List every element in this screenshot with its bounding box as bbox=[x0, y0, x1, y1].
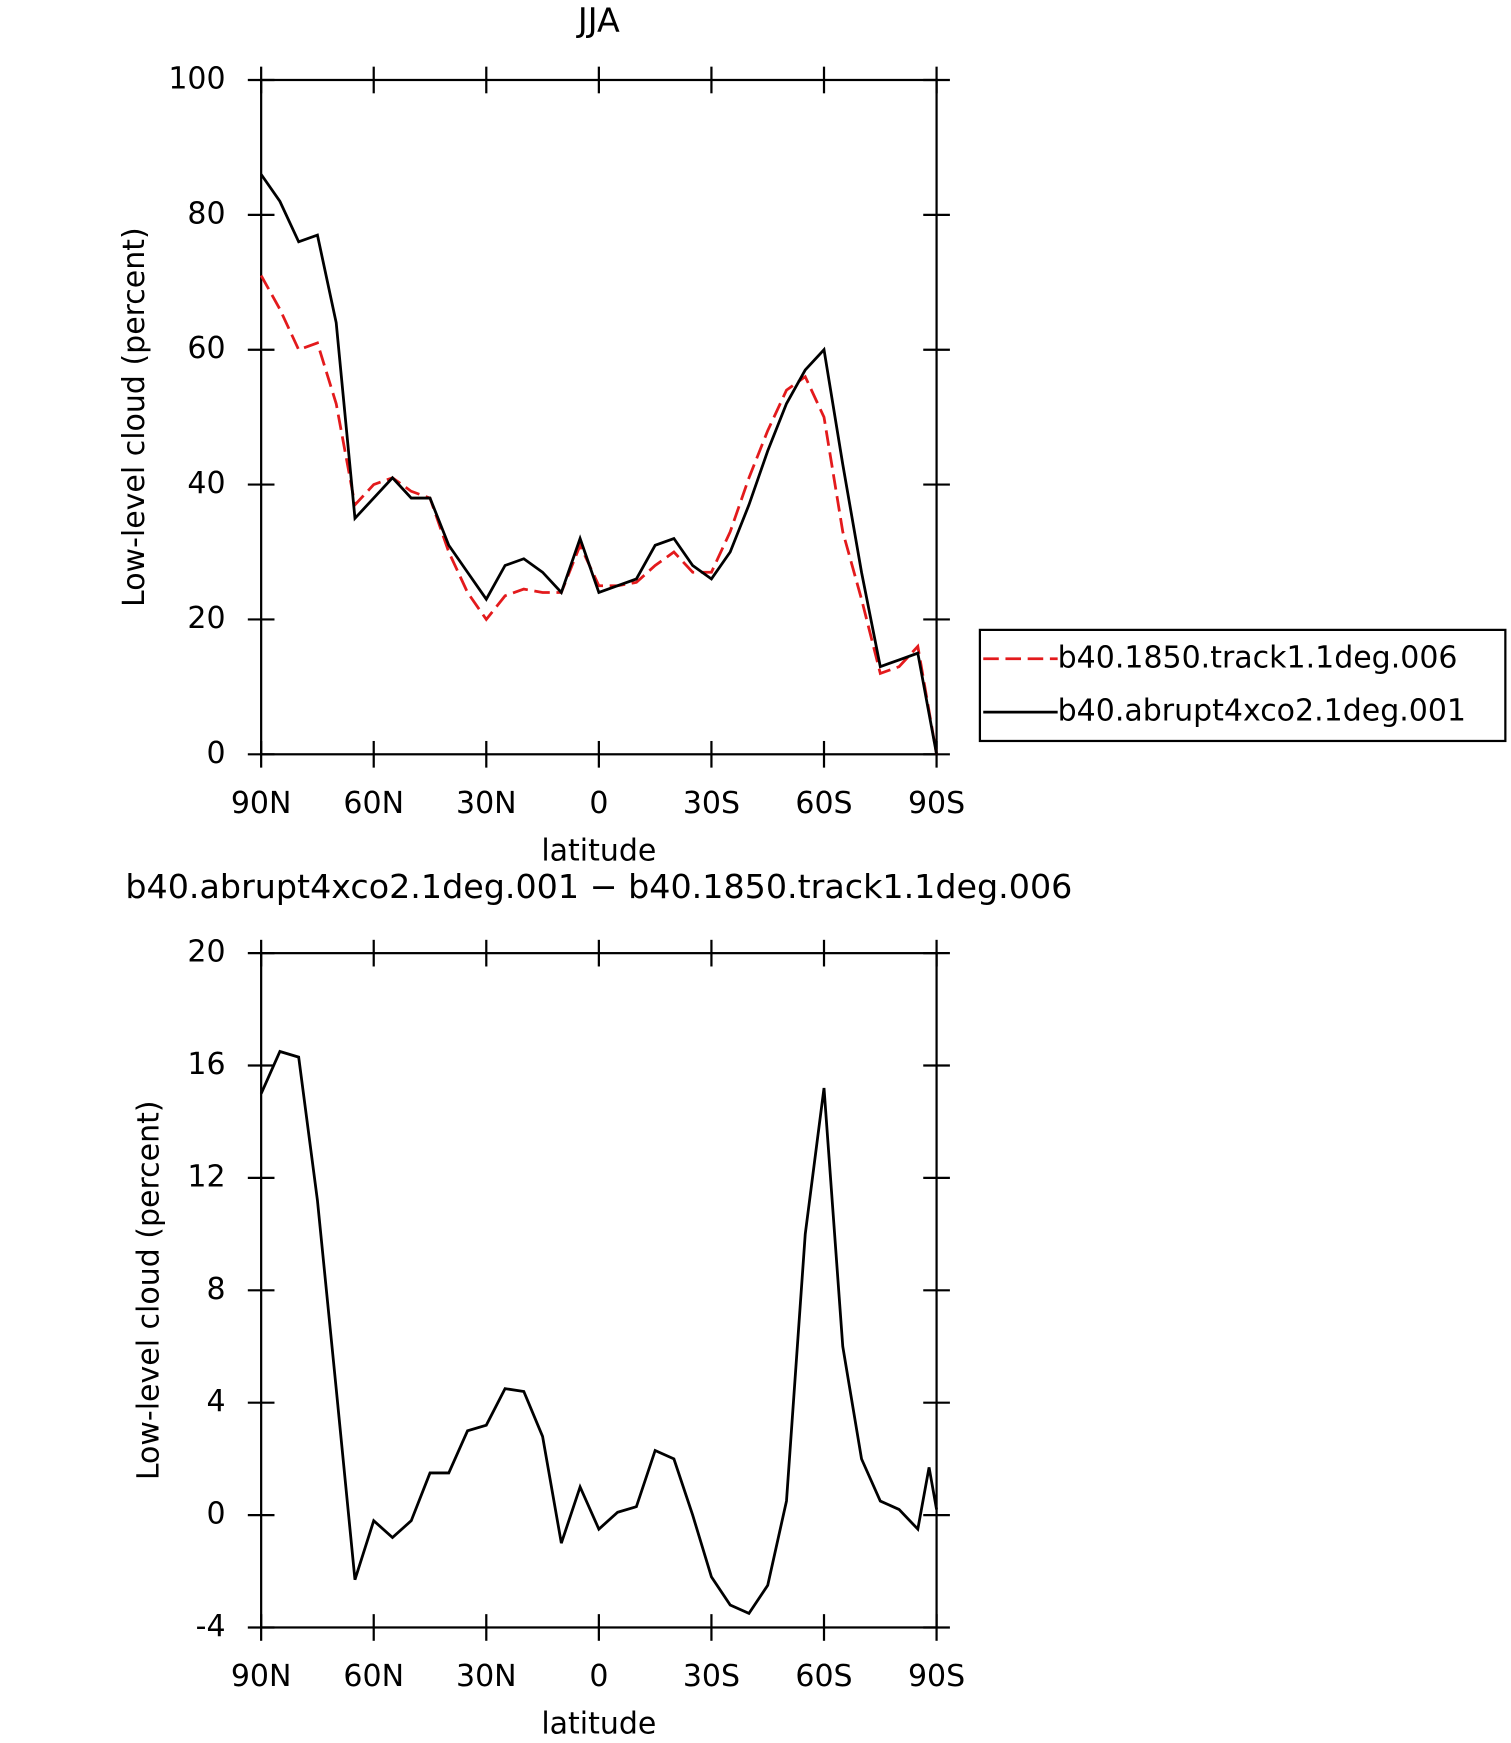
plot-frame bbox=[260, 952, 938, 1629]
y-tick-label: 20 bbox=[187, 601, 225, 636]
x-tick-label: 30N bbox=[456, 786, 517, 821]
data-line bbox=[259, 1049, 938, 1616]
legend-box bbox=[978, 628, 1507, 743]
x-tick-label: 60S bbox=[795, 786, 852, 821]
x-axis-label: latitude bbox=[541, 834, 656, 869]
data-line bbox=[259, 274, 938, 755]
y-tick-label: 12 bbox=[187, 1159, 225, 1194]
y-tick-label: 0 bbox=[207, 736, 226, 771]
y-tick-label: 4 bbox=[207, 1384, 226, 1419]
x-tick-label: 0 bbox=[589, 1659, 608, 1694]
x-tick-label: 90S bbox=[908, 786, 965, 821]
y-tick-label: 60 bbox=[187, 331, 225, 366]
legend-label: b40.abrupt4xco2.1deg.001 bbox=[1058, 694, 1466, 729]
y-tick-label: -4 bbox=[196, 1609, 226, 1644]
chart-title: JJA bbox=[576, 1, 620, 40]
y-tick-label: 8 bbox=[207, 1272, 226, 1307]
y-tick-label: 0 bbox=[207, 1497, 226, 1532]
y-axis-label: Low-level cloud (percent) bbox=[132, 1100, 167, 1480]
x-tick-label: 90S bbox=[908, 1659, 965, 1694]
y-axis-label: Low-level cloud (percent) bbox=[117, 227, 152, 607]
plot-frame bbox=[260, 78, 938, 756]
y-tick-label: 100 bbox=[168, 61, 225, 96]
y-tick-label: 16 bbox=[187, 1047, 225, 1082]
x-tick-label: 60S bbox=[795, 1659, 852, 1694]
x-tick-label: 30S bbox=[683, 1659, 740, 1694]
data-line bbox=[260, 173, 938, 755]
x-tick-label: 60N bbox=[343, 786, 404, 821]
x-tick-label: 90N bbox=[231, 1659, 292, 1694]
legend-label: b40.1850.track1.1deg.006 bbox=[1058, 640, 1458, 675]
chart-title: b40.abrupt4xco2.1deg.001 − b40.1850.trac… bbox=[125, 867, 1072, 906]
x-axis-label: latitude bbox=[541, 1707, 656, 1742]
x-tick-label: 30S bbox=[683, 786, 740, 821]
x-tick-label: 60N bbox=[343, 1659, 404, 1694]
x-tick-label: 30N bbox=[456, 1659, 517, 1694]
x-tick-label: 0 bbox=[589, 786, 608, 821]
y-tick-label: 40 bbox=[187, 466, 225, 501]
x-tick-label: 90N bbox=[231, 786, 292, 821]
y-tick-label: 20 bbox=[187, 935, 225, 970]
y-tick-label: 80 bbox=[187, 196, 225, 231]
